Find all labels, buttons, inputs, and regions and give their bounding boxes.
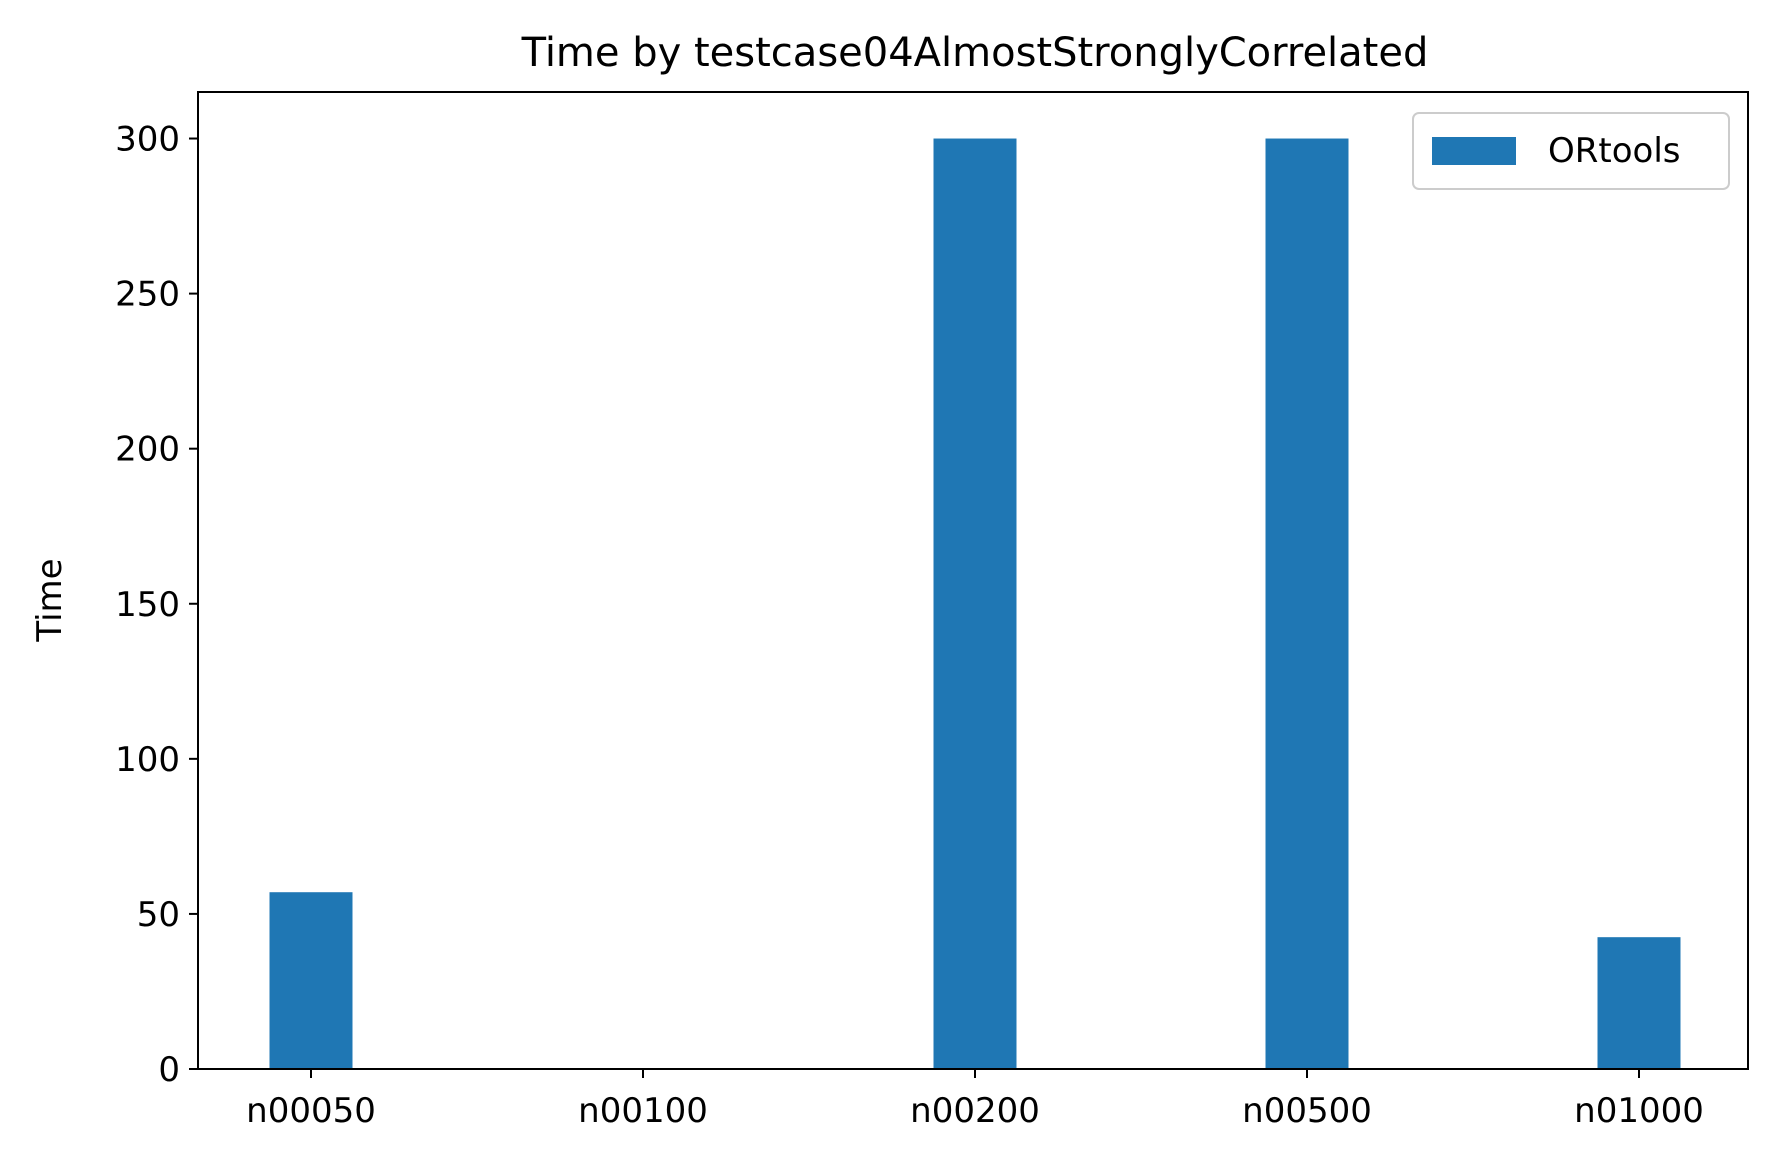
y-tick-label: 150 [115,585,180,625]
legend-swatch-ortools [1432,137,1516,165]
y-tick-label: 250 [115,275,180,315]
y-tick-label: 50 [137,895,180,935]
y-tick-label: 300 [115,120,180,160]
chart-title: Time by testcase04AlmostStronglyCorrelat… [521,30,1429,76]
x-axis-ticks: n00050 n00100 n00200 n00500 n01000 [246,1069,1704,1131]
y-tick-label: 100 [115,740,180,780]
x-tick-label: n00500 [1242,1091,1372,1131]
x-tick-label: n00050 [246,1091,376,1131]
x-tick-label: n01000 [1574,1091,1704,1131]
y-axis-label: Time [30,558,70,642]
bar-n01000 [1597,937,1681,1069]
legend-frame [1412,112,1730,190]
legend: ORtools [1412,112,1730,190]
bar-n00050 [269,892,353,1069]
bar-n00500 [1265,138,1349,1069]
legend-label-ortools: ORtools [1548,131,1680,171]
plot-frame [197,91,1749,1070]
y-tick-label: 0 [158,1050,180,1090]
y-axis-ticks: 0 50 100 150 200 250 300 [115,120,198,1090]
y-tick-label: 200 [115,430,180,470]
x-tick-label: n00200 [910,1091,1040,1131]
x-tick-label: n00100 [578,1091,708,1131]
bars-group [269,138,1681,1069]
bar-n00200 [933,138,1017,1069]
